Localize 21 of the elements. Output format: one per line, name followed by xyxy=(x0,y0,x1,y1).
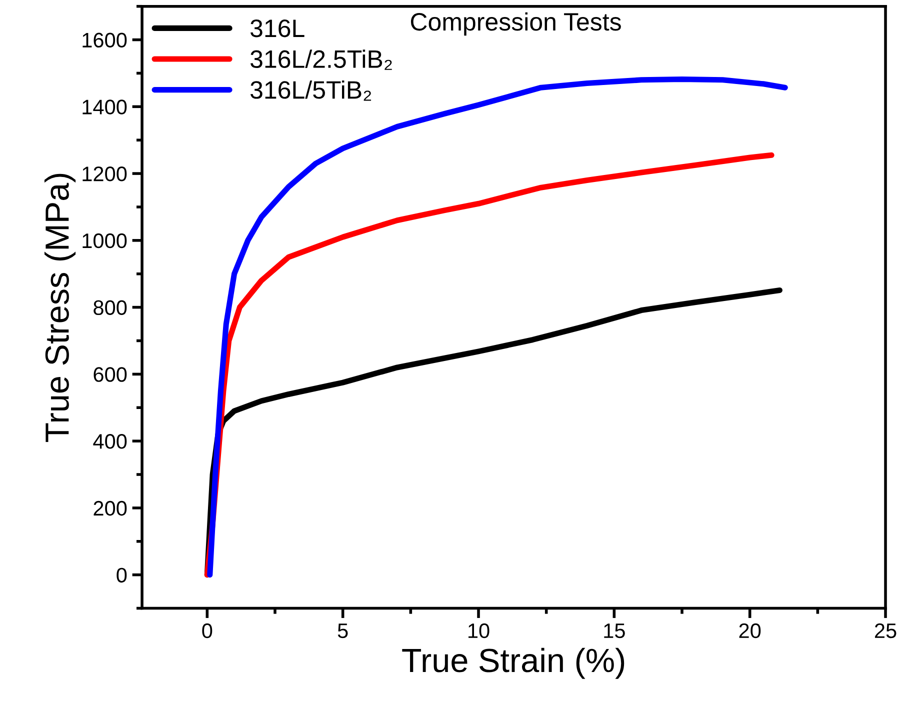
y-tick-label: 1600 xyxy=(82,32,127,48)
y-tick-label: 1400 xyxy=(82,100,127,114)
annotation: Compression Tests xyxy=(410,12,621,36)
x-tick-label: 10 xyxy=(468,623,490,638)
y-tick-label: 200 xyxy=(94,500,127,516)
y-tick-label: 1000 xyxy=(82,233,127,248)
y-tick-label: 600 xyxy=(94,367,127,382)
y-tick-label: 800 xyxy=(94,300,127,316)
x-tick-label: 25 xyxy=(874,623,896,638)
legend-label: 316L/2.5TiB₂ xyxy=(250,50,392,70)
x-tick-label: 15 xyxy=(604,624,625,638)
y-tick-label: 400 xyxy=(93,434,127,449)
y-tick-label: 0 xyxy=(116,568,127,583)
legend-label: 316L xyxy=(250,19,304,38)
y-axis-title: True Stress (MPa) xyxy=(44,174,76,442)
x-tick-label: 5 xyxy=(338,624,348,638)
x-axis-title: True Strain (%) xyxy=(402,648,624,679)
y-tick-label: 1200 xyxy=(82,166,127,182)
legend-label: 316L/5TiB₂ xyxy=(250,80,372,101)
x-tick-label: 0 xyxy=(202,623,212,638)
x-tick-label: 20 xyxy=(739,623,761,638)
